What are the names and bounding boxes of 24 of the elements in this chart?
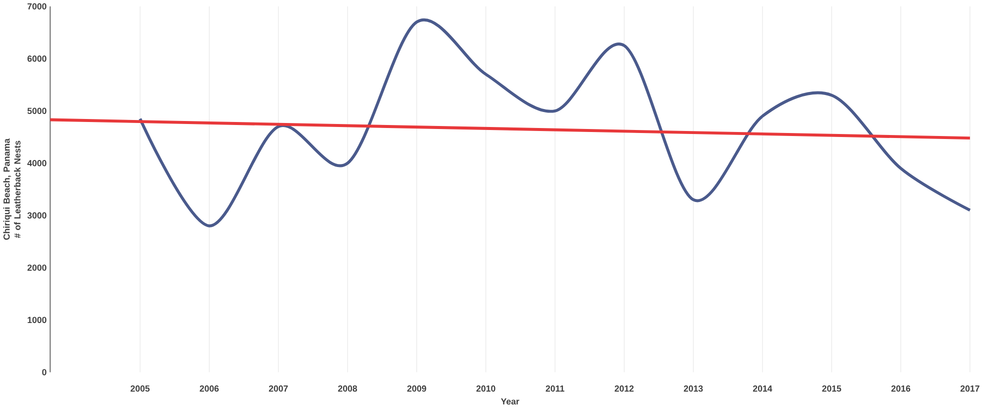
x-tick-label: 2010: [476, 386, 496, 392]
x-tick-label: 2016: [891, 386, 910, 392]
y-tick-label: 2000: [27, 264, 46, 271]
x-tick-label: 2013: [684, 386, 703, 392]
x-axis-title: Year: [500, 398, 520, 405]
x-tick-label: 2008: [338, 386, 358, 392]
x-tick-label: 2015: [822, 386, 842, 392]
y-tick-label: 4000: [27, 160, 46, 166]
x-tick-label: 2005: [130, 386, 150, 392]
x-tick-label: 2007: [268, 386, 288, 392]
y-axis-title: Chiriqui Beach, Panama # of Leatherback Nests: [3, 138, 20, 240]
y-tick-label: 1000: [28, 316, 46, 324]
x-tick-label: 2009: [407, 386, 426, 392]
y-tick-label: 0: [42, 369, 46, 376]
x-tick-label: 2011: [546, 386, 564, 392]
y-tick-label: 5000: [27, 108, 46, 114]
line-series: [138, 20, 972, 228]
x-tick-label: 2017: [960, 386, 980, 392]
y-tick-label: 6000: [27, 56, 46, 62]
x-tick-label: 2006: [200, 386, 219, 392]
x-tick-label: 2014: [753, 386, 772, 392]
y-tick-label: 7000: [28, 3, 46, 10]
x-tick-label: 2012: [614, 386, 634, 392]
y-tick-label: 3000: [27, 212, 46, 219]
